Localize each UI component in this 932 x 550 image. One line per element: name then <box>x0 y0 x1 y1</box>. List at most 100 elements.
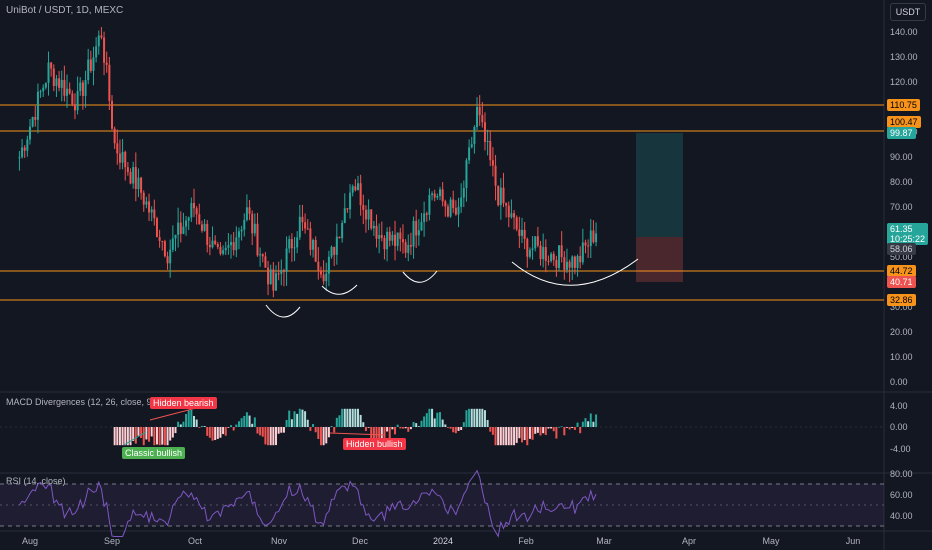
divergence-line-hidden-bearish[interactable] <box>149 406 201 421</box>
classic-bullish-tag[interactable]: Classic bullish <box>122 447 186 459</box>
rsi-indicator-label[interactable]: RSI (14, close) <box>6 476 66 486</box>
candle-body[interactable] <box>219 247 222 254</box>
candle-body[interactable] <box>502 187 505 204</box>
candle-body[interactable] <box>58 78 61 88</box>
candle-body[interactable] <box>396 232 399 247</box>
candle-body[interactable] <box>335 236 338 255</box>
candle-body[interactable] <box>539 245 542 260</box>
candle-body[interactable] <box>372 225 375 229</box>
candle-body[interactable] <box>79 82 82 92</box>
candle-body[interactable] <box>370 209 373 229</box>
candle-body[interactable] <box>425 213 428 215</box>
candle-body[interactable] <box>256 223 259 256</box>
candle-body[interactable] <box>465 160 468 189</box>
candle-body[interactable] <box>282 270 285 272</box>
candle-body[interactable] <box>200 224 203 231</box>
candle-body[interactable] <box>227 245 230 248</box>
candle-body[interactable] <box>507 205 510 218</box>
candle-body[interactable] <box>150 209 153 213</box>
candle-body[interactable] <box>523 229 526 239</box>
candle-body[interactable] <box>452 199 455 208</box>
candle-body[interactable] <box>39 91 42 93</box>
candle-body[interactable] <box>515 217 518 230</box>
candle-body[interactable] <box>560 245 563 258</box>
candle-body[interactable] <box>108 64 111 101</box>
candle-body[interactable] <box>497 185 500 206</box>
candle-body[interactable] <box>481 115 484 123</box>
candle-body[interactable] <box>526 238 529 257</box>
candle-body[interactable] <box>409 245 412 247</box>
candle-body[interactable] <box>542 247 545 260</box>
candle-body[interactable] <box>531 248 534 250</box>
candle-body[interactable] <box>341 223 344 239</box>
candle-body[interactable] <box>367 209 370 220</box>
macd-axis[interactable]: 4.00 0.00 -4.00 <box>890 401 911 454</box>
candle-body[interactable] <box>44 82 47 88</box>
candle-body[interactable] <box>433 193 436 198</box>
macd-indicator-label[interactable]: MACD Divergences (12, 26, close, 9) <box>6 397 155 407</box>
candle-body[interactable] <box>483 122 486 142</box>
long-position-target-zone[interactable] <box>636 133 683 237</box>
candle-body[interactable] <box>169 249 172 264</box>
candle-body[interactable] <box>552 253 555 260</box>
candle-body[interactable] <box>457 206 460 215</box>
candle-body[interactable] <box>190 203 193 218</box>
candle-body[interactable] <box>587 245 590 247</box>
candle-body[interactable] <box>571 256 574 268</box>
candle-body[interactable] <box>261 254 264 257</box>
candle-body[interactable] <box>105 62 108 65</box>
candle-body[interactable] <box>142 192 145 205</box>
candle-body[interactable] <box>293 247 296 249</box>
candle-body[interactable] <box>555 259 558 268</box>
candle-body[interactable] <box>187 217 190 221</box>
candle-body[interactable] <box>103 37 106 63</box>
candle-body[interactable] <box>145 201 148 205</box>
candle-body[interactable] <box>42 87 45 92</box>
candle-body[interactable] <box>203 223 206 231</box>
candle-body[interactable] <box>121 151 124 163</box>
candle-body[interactable] <box>290 239 293 249</box>
candle-body[interactable] <box>312 239 315 250</box>
cup-arc-november[interactable] <box>265 304 301 318</box>
candle-body[interactable] <box>267 267 270 285</box>
long-position-stop-zone[interactable] <box>636 237 683 282</box>
candle-body[interactable] <box>224 247 227 251</box>
candle-body[interactable] <box>568 261 571 268</box>
candle-body[interactable] <box>505 203 508 206</box>
currency-button[interactable]: USDT <box>890 3 926 21</box>
candle-body[interactable] <box>378 235 381 239</box>
candle-body[interactable] <box>476 106 479 128</box>
candle-body[interactable] <box>126 167 129 172</box>
candle-body[interactable] <box>29 126 31 140</box>
candle-body[interactable] <box>362 205 365 210</box>
candle-body[interactable] <box>304 222 307 229</box>
candle-body[interactable] <box>63 79 66 96</box>
candle-body[interactable] <box>177 222 180 235</box>
candle-body[interactable] <box>71 93 74 105</box>
candle-body[interactable] <box>50 62 53 69</box>
candle-body[interactable] <box>494 165 497 186</box>
candle-body[interactable] <box>195 208 198 215</box>
candle-body[interactable] <box>441 189 444 202</box>
candle-body[interactable] <box>380 235 383 238</box>
candle-body[interactable] <box>52 68 55 86</box>
candle-body[interactable] <box>346 208 349 210</box>
candle-body[interactable] <box>359 183 362 206</box>
candle-body[interactable] <box>34 117 37 120</box>
candle-body[interactable] <box>235 237 238 251</box>
candle-body[interactable] <box>264 256 267 268</box>
time-axis[interactable]: Aug Sep Oct Nov Dec 2024 Feb Mar Apr May Jun <box>22 536 860 546</box>
candle-body[interactable] <box>454 207 457 215</box>
candle-body[interactable] <box>470 144 473 148</box>
cup-arc-december[interactable] <box>402 270 438 283</box>
cup-arc-late-november[interactable] <box>321 284 358 295</box>
candle-body[interactable] <box>216 244 219 248</box>
candle-body[interactable] <box>158 237 161 241</box>
candle-body[interactable] <box>401 239 404 243</box>
candle-body[interactable] <box>528 249 531 257</box>
rsi-axis[interactable]: 80.00 60.00 40.00 <box>890 469 913 521</box>
candle-body[interactable] <box>462 188 465 198</box>
candle-body[interactable] <box>47 62 50 83</box>
candle-body[interactable] <box>185 220 188 227</box>
